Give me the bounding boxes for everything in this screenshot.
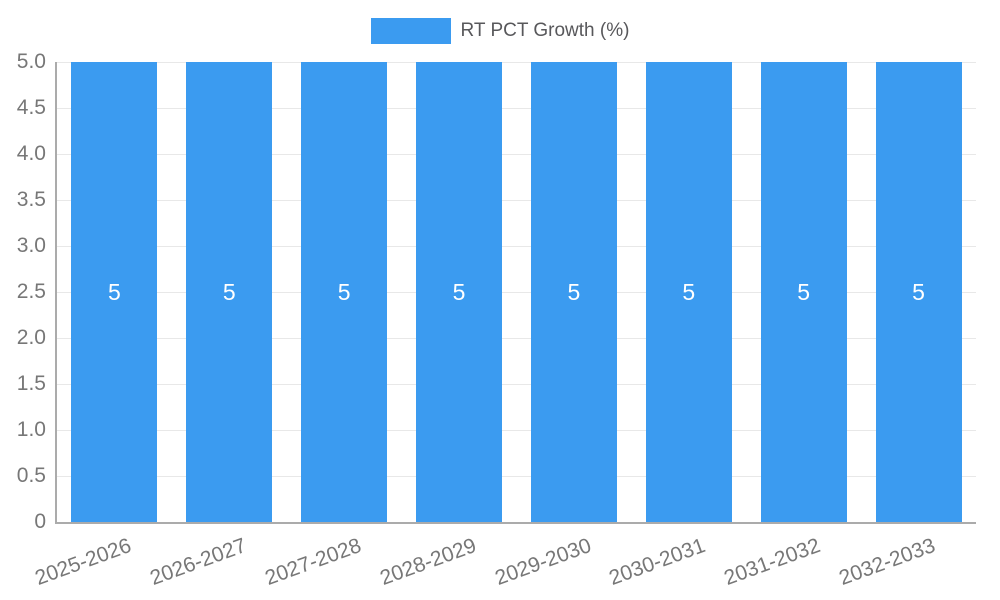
gridline — [57, 61, 976, 63]
y-tick-label: 3.0 — [16, 234, 46, 257]
legend-label: RT PCT Growth (%) — [460, 20, 630, 41]
y-tick-label: 2.5 — [16, 280, 46, 303]
y-tick-label: 1.0 — [16, 418, 46, 441]
gridline — [57, 429, 976, 431]
bar: 5 — [645, 62, 732, 522]
gridline — [57, 245, 976, 247]
bar-value-label: 5 — [797, 278, 811, 305]
bar: 5 — [71, 62, 158, 522]
x-tick-label: 2027-2028 — [261, 534, 365, 590]
gridline — [57, 337, 976, 339]
y-tick-label: 4.0 — [16, 142, 46, 165]
bar: 5 — [530, 62, 617, 522]
y-tick-label: 0 — [34, 510, 46, 533]
y-tick-label: 3.5 — [16, 188, 46, 211]
x-axis-line — [55, 522, 976, 524]
bar: 5 — [186, 62, 273, 522]
x-tick-label: 2029-2030 — [491, 534, 594, 590]
y-tick-label: 2.0 — [16, 326, 46, 349]
x-tick-label: 2032-2033 — [836, 534, 939, 590]
bar-value-label: 5 — [222, 278, 236, 305]
x-tick-label: 2030-2031 — [606, 534, 709, 590]
x-tick-label: 2028-2029 — [376, 534, 479, 590]
x-tick-label: 2031-2032 — [721, 534, 824, 590]
bar-value-label: 5 — [452, 278, 466, 305]
legend-swatch — [370, 18, 451, 44]
gridline — [57, 107, 976, 109]
y-tick-label: 0.5 — [16, 464, 46, 487]
bar-value-label: 5 — [912, 278, 925, 305]
x-tick-label: 2026-2027 — [146, 534, 250, 590]
gridline — [57, 291, 976, 293]
gridline — [57, 153, 976, 155]
y-axis-line — [55, 62, 57, 522]
bar: 5 — [416, 62, 503, 522]
y-tick-label: 1.5 — [16, 372, 46, 395]
bar-value-label: 5 — [682, 278, 696, 305]
bar-value-label: 5 — [337, 278, 351, 305]
chart-legend: RT PCT Growth (%) — [0, 17, 1000, 45]
bar-value-label: 5 — [108, 278, 121, 305]
gridline — [57, 383, 976, 385]
y-tick-label: 4.5 — [16, 96, 46, 119]
bar-value-label: 5 — [567, 278, 581, 305]
bar: 5 — [301, 62, 388, 522]
x-tick-label: 2025-2026 — [32, 534, 135, 590]
bar: 5 — [875, 62, 962, 522]
y-tick-label: 5.0 — [16, 50, 46, 73]
gridline — [57, 475, 976, 477]
bar: 5 — [760, 62, 847, 522]
gridline — [57, 199, 976, 201]
